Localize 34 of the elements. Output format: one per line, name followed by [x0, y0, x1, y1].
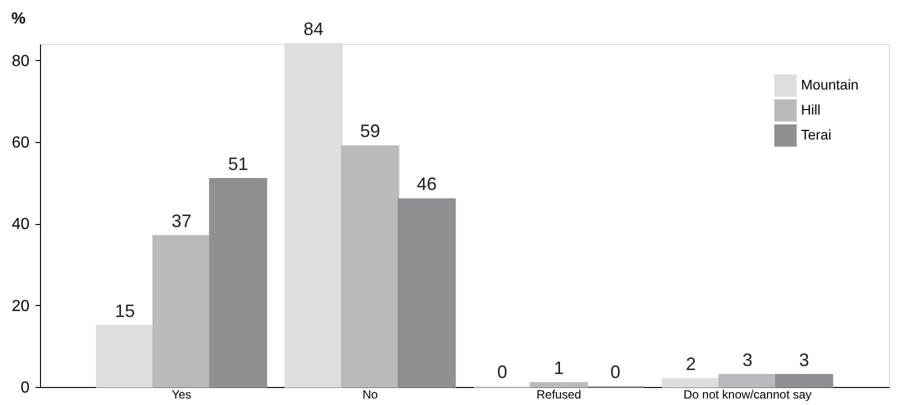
- bar: [530, 382, 588, 388]
- bar: [152, 235, 211, 388]
- x-tick-label: Refused: [536, 388, 582, 402]
- data-label: 0: [497, 362, 508, 382]
- data-label: 3: [742, 350, 753, 370]
- data-label: 51: [228, 154, 248, 174]
- legend-label: Mountain: [801, 76, 859, 92]
- y-tick-label: 20: [12, 298, 30, 315]
- data-label: 15: [114, 300, 135, 321]
- data-label: 46: [416, 174, 437, 194]
- y-tick-label: 40: [12, 216, 30, 234]
- legend-label: Terai: [801, 126, 832, 142]
- bar: [718, 374, 777, 388]
- data-label: 2: [686, 354, 696, 374]
- bar: [775, 374, 834, 388]
- data-label: 0: [610, 362, 620, 382]
- bar: [398, 198, 456, 388]
- data-label: 37: [171, 210, 192, 231]
- data-label: 59: [360, 121, 380, 142]
- y-tick-label: 60: [12, 134, 30, 152]
- bar: [209, 178, 268, 388]
- y-axis-title: %: [11, 10, 26, 28]
- data-label: 3: [799, 350, 810, 370]
- x-tick-label: Do not know/cannot say: [683, 388, 812, 402]
- bar: [662, 378, 720, 388]
- bar: [96, 325, 154, 388]
- y-tick-label: 80: [12, 52, 30, 70]
- y-tick-label: 0: [20, 380, 30, 396]
- bar: [341, 145, 400, 388]
- data-label: 84: [304, 19, 324, 39]
- legend-label: Hill: [801, 102, 820, 118]
- x-tick-label: No: [362, 388, 378, 402]
- data-label: 1: [554, 358, 564, 378]
- x-tick-label: Yes: [172, 388, 192, 402]
